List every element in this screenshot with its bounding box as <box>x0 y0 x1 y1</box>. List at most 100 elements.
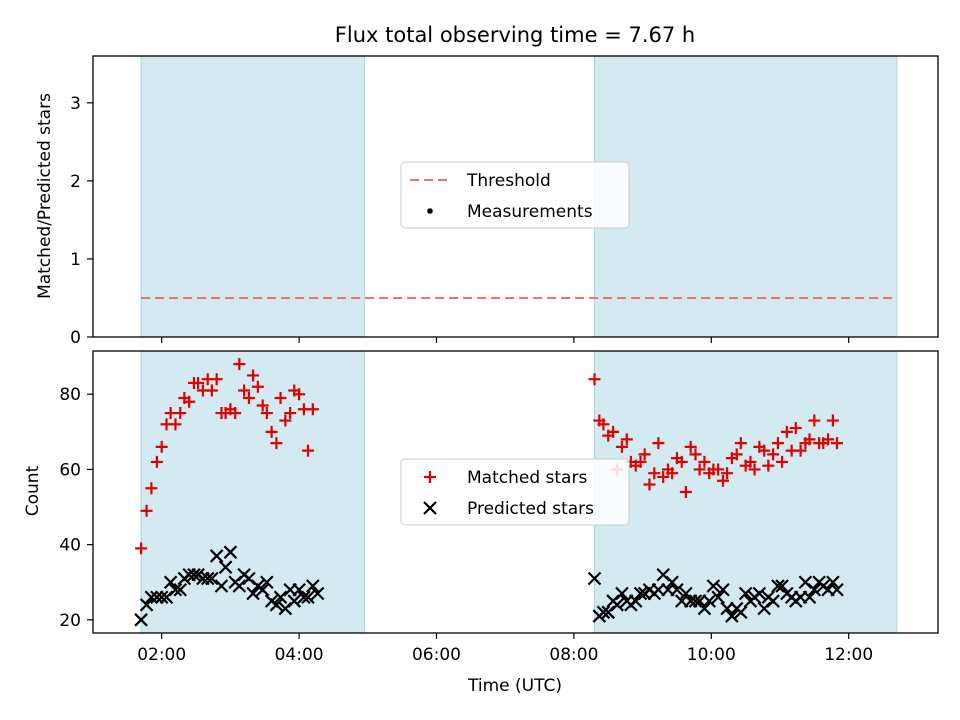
predicted-star-point <box>615 586 629 601</box>
x-tick-label: 02:00 <box>137 645 186 665</box>
predicted-star-point <box>209 549 224 563</box>
predicted-star-point <box>766 594 780 608</box>
matched-star-point <box>808 414 821 427</box>
predicted-star-point <box>187 567 201 582</box>
count-panel: 20 40 60 80 02:00 04:00 06:00 08:00 10:00 12:00 Ma… <box>59 350 939 665</box>
matched-star-point <box>274 392 287 404</box>
y-tick-label: 40 <box>59 536 81 556</box>
matched-star-point <box>780 425 793 438</box>
matched-star-point <box>302 444 315 457</box>
matched-star-point <box>284 407 297 420</box>
matched-star-point <box>698 455 711 468</box>
predicted-star-point <box>752 586 767 601</box>
y-tick-label: 2 <box>70 172 81 192</box>
predicted-star-point <box>711 590 725 605</box>
matched-star-point <box>648 467 661 480</box>
matched-star-point <box>155 440 168 453</box>
legend-label: Predicted stars <box>467 499 594 519</box>
predicted-star-point <box>287 594 302 608</box>
predicted-star-point <box>716 582 730 597</box>
matched-star-point <box>306 403 319 416</box>
predicted-star-point <box>665 575 679 590</box>
matched-star-point <box>748 463 761 476</box>
predicted-star-point <box>802 590 817 605</box>
matched-star-point <box>265 425 278 438</box>
predicted-star-point <box>297 590 311 605</box>
matched-star-point <box>689 448 702 461</box>
matched-star-point <box>716 474 729 487</box>
predicted-star-point <box>725 609 739 623</box>
predicted-star-point <box>596 605 611 620</box>
matched-star-point <box>712 463 725 476</box>
matched-star-point <box>260 407 273 420</box>
matched-star-point <box>597 418 610 431</box>
matched-star-point <box>634 455 647 468</box>
legend-label: Measurements <box>467 202 593 222</box>
predicted-star-point <box>273 590 288 605</box>
observing-window-span <box>140 55 365 338</box>
matched-star-point <box>771 437 784 450</box>
matched-star-point <box>588 373 601 386</box>
matched-star-point <box>776 455 789 468</box>
predicted-star-point <box>310 586 325 601</box>
predicted-star-point <box>807 582 822 597</box>
matched-star-point <box>169 418 182 431</box>
predicted-star-point <box>205 571 219 586</box>
legend-predicted-swatch <box>423 501 437 515</box>
matched-star-point <box>140 504 153 517</box>
matched-star-point <box>229 407 242 420</box>
legend-box <box>400 161 630 229</box>
chart-title: Flux total observing time = 7.67 h <box>335 23 695 47</box>
predicted-star-point <box>738 586 753 601</box>
observing-window-span <box>594 55 898 338</box>
matched-star-point <box>210 373 223 386</box>
matched-star-point <box>615 440 628 453</box>
matched-star-point <box>135 542 148 555</box>
matched-star-point <box>794 444 807 457</box>
matched-star-point <box>242 392 255 404</box>
matched-star-point <box>734 437 747 450</box>
matched-star-point <box>826 414 839 427</box>
matched-star-point <box>643 478 656 491</box>
legend-box <box>400 458 630 526</box>
predicted-star-point <box>702 594 717 608</box>
predicted-star-point <box>587 571 602 586</box>
observing-window-span <box>594 350 898 634</box>
predicted-star-point <box>734 605 748 620</box>
matched-star-point <box>607 425 620 438</box>
x-tick-label: 12:00 <box>824 645 873 665</box>
ratio-panel: 0 1 2 3 Threshold Measurements <box>70 55 939 348</box>
matched-star-point <box>657 470 670 483</box>
x-tick-label: 08:00 <box>549 645 598 665</box>
matched-star-point <box>666 467 679 480</box>
predicted-star-point <box>269 598 284 612</box>
predicted-star-point <box>670 582 684 597</box>
matched-star-point <box>675 455 688 468</box>
matched-star-point <box>620 433 633 446</box>
matched-star-point <box>684 440 697 453</box>
matched-star-point <box>822 433 835 446</box>
legend-measurement-swatch <box>427 208 433 214</box>
matched-star-point <box>270 437 283 450</box>
matched-star-point <box>767 448 780 461</box>
matched-star-point <box>744 455 757 468</box>
predicted-star-point <box>134 613 148 627</box>
predicted-star-point <box>610 598 624 612</box>
legend-matched-swatch <box>424 471 436 483</box>
y-tick-label: 60 <box>59 460 81 480</box>
predicted-star-point <box>232 579 247 593</box>
top-y-axis-label: Matched/Predicted stars <box>35 93 55 299</box>
predicted-star-point <box>150 590 164 605</box>
y-tick-label: 80 <box>59 385 81 405</box>
predicted-star-point <box>830 582 844 597</box>
x-tick-label: 10:00 <box>687 645 736 665</box>
predicted-star-point <box>139 598 154 612</box>
predicted-star-point <box>301 590 315 605</box>
predicted-star-point <box>679 586 693 601</box>
bottom-y-axis-label: Count <box>23 465 43 516</box>
matched-star-point <box>145 482 158 495</box>
matched-star-point <box>150 455 163 468</box>
matched-star-point <box>831 437 844 450</box>
matched-star-point <box>803 433 816 446</box>
matched-star-point <box>247 369 260 382</box>
